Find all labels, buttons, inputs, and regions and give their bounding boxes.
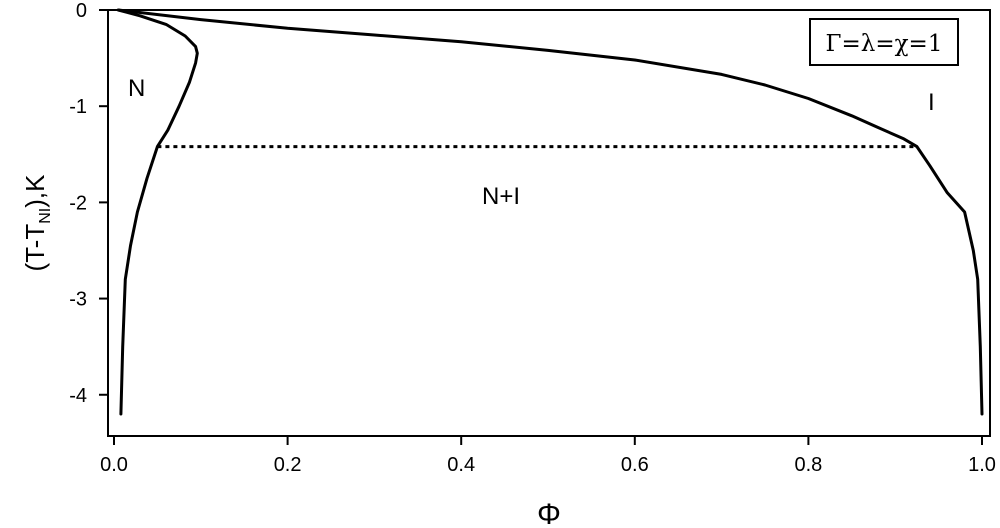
x-tick-label: 0.2: [274, 454, 302, 476]
isotropic-boundary-curve: [116, 8, 984, 416]
x-tick-label: 0.0: [100, 454, 128, 476]
region-label-nematic: N: [128, 75, 145, 102]
y-tick-label: -4: [69, 385, 87, 407]
y-tick-label: -1: [69, 96, 87, 118]
x-axis: 0.0 0.2 0.4 0.6 0.8 1.0: [100, 436, 996, 476]
x-tick-label: 0.8: [794, 454, 822, 476]
plot-frame: [107, 9, 991, 437]
y-tick-label: -3: [69, 289, 87, 311]
y-axis-title-prefix: (T-T: [20, 224, 50, 272]
x-tick-label: 0.4: [447, 454, 475, 476]
legend-text: Γ=λ=χ=1: [826, 31, 943, 57]
y-axis-title-suffix: ),K: [20, 174, 50, 208]
legend-frame: [809, 18, 959, 66]
nematic-boundary-curve: [116, 8, 199, 416]
y-axis: 0 -1 -2 -3 -4: [69, 0, 108, 407]
region-label-isotropic: I: [928, 89, 935, 116]
plot-curves: [116, 8, 984, 416]
region-label-coexistence: N+I: [482, 183, 520, 210]
y-tick-label: -2: [69, 192, 87, 214]
legend-box: Γ=λ=χ=1: [809, 18, 959, 66]
x-tick-label: 1.0: [968, 454, 996, 476]
y-tick-label: 0: [76, 0, 87, 22]
x-axis-title: Φ: [537, 498, 561, 528]
y-axis-title: (T-TNI),K: [20, 174, 54, 272]
y-axis-title-subscript: NI: [37, 208, 54, 224]
x-tick-label: 0.6: [621, 454, 649, 476]
